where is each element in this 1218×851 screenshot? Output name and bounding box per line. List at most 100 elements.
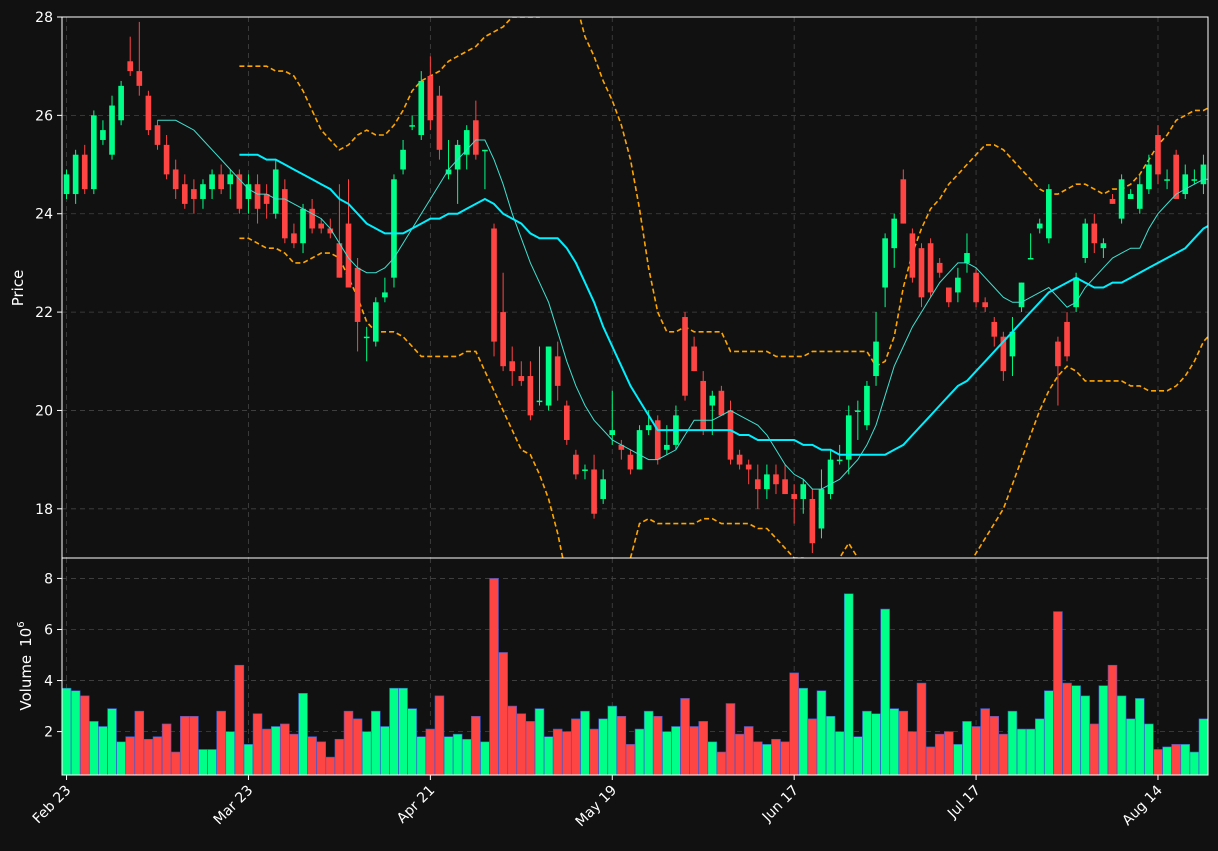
volume-bar — [1053, 611, 1063, 775]
candle-body — [754, 479, 761, 490]
bollinger-lower-line — [239, 237, 1208, 558]
candle-body — [200, 184, 206, 199]
candle — [882, 233, 888, 308]
volume-bar — [980, 708, 990, 775]
candle-body — [163, 144, 170, 175]
candle — [718, 385, 725, 416]
candle — [927, 238, 934, 298]
volume-bar — [989, 715, 1000, 775]
volume-axis-label-group: Volume 106 — [16, 621, 35, 710]
candle-body — [827, 459, 834, 495]
candle — [955, 267, 961, 303]
volume-bar — [489, 578, 499, 775]
candle — [454, 139, 461, 204]
volume-bar — [471, 715, 481, 775]
candle — [1200, 154, 1207, 195]
candle-body — [982, 302, 988, 308]
volume-bar — [944, 731, 954, 775]
volume-bar — [707, 741, 718, 775]
candle-body — [172, 169, 179, 190]
volume-bar — [161, 723, 172, 775]
candle-body — [409, 125, 415, 127]
candle — [91, 110, 97, 195]
volume-bar — [352, 718, 363, 775]
volume-bar — [734, 733, 745, 775]
candle-body — [263, 194, 270, 204]
volume-bar — [843, 593, 854, 775]
volume-bar — [1180, 744, 1191, 775]
candle — [427, 56, 434, 131]
price-tick-label: 18 — [35, 502, 53, 518]
candle — [818, 469, 825, 539]
candle-body — [100, 130, 106, 140]
candle-body — [463, 130, 470, 155]
candle-body — [427, 76, 434, 121]
volume-bar — [889, 708, 899, 775]
candle — [254, 174, 261, 224]
volume-bar — [1062, 682, 1072, 775]
candle-body — [1164, 179, 1170, 181]
candle-body — [1000, 336, 1007, 372]
candle-body — [654, 420, 661, 460]
volume-bar — [152, 736, 163, 775]
candle — [636, 425, 643, 470]
candle — [782, 464, 788, 495]
price-tick-label: 26 — [35, 108, 53, 124]
candle — [163, 135, 170, 180]
candle — [600, 469, 606, 504]
candle-body — [573, 454, 579, 475]
candle-body — [718, 390, 725, 416]
volume-bar — [607, 705, 618, 775]
price-plot-area — [62, 17, 1208, 558]
volume-bar — [662, 731, 672, 775]
candle — [154, 120, 161, 150]
candle-body — [72, 154, 79, 195]
candle-body — [973, 272, 979, 303]
candle-body — [1082, 223, 1089, 258]
volume-bar — [89, 721, 99, 775]
volume-bar — [389, 687, 399, 775]
volume-bar — [1044, 690, 1054, 775]
volume-bar — [598, 718, 608, 775]
candle-body — [1200, 164, 1207, 185]
candle-body — [900, 179, 907, 224]
candle-body — [818, 489, 825, 529]
candle-body — [118, 85, 124, 121]
volume-tick-label: 4 — [44, 674, 53, 690]
candle — [609, 390, 616, 445]
candle-body — [1146, 164, 1152, 190]
candle-body — [518, 376, 525, 381]
volume-bar — [953, 744, 963, 775]
candle — [191, 179, 197, 214]
candle-body — [1055, 341, 1061, 367]
candle — [109, 95, 115, 160]
candle-body — [363, 336, 370, 339]
candle-body — [545, 346, 552, 406]
volume-bar — [371, 710, 381, 775]
candle — [1000, 331, 1007, 381]
candle-body — [845, 415, 852, 460]
candle — [118, 80, 124, 126]
candle — [1027, 233, 1034, 260]
candle-body — [891, 218, 898, 249]
candle-body — [436, 95, 443, 150]
volume-bar — [689, 726, 699, 775]
candle-body — [500, 312, 506, 367]
candle-body — [282, 189, 288, 239]
candle-body — [491, 228, 497, 342]
volume-bar — [1116, 695, 1127, 775]
sma-short-line — [157, 119, 1208, 490]
candle-body — [1191, 179, 1198, 181]
volume-bar — [252, 713, 263, 775]
candle-body — [254, 184, 261, 209]
volume-bar — [325, 756, 336, 775]
volume-bar — [1080, 695, 1090, 775]
candle-body — [136, 71, 143, 86]
candle — [700, 371, 707, 436]
candle — [545, 346, 552, 411]
candle-body — [1173, 154, 1179, 199]
volume-bar — [461, 738, 472, 775]
candle — [945, 287, 952, 308]
candle-body — [627, 454, 634, 470]
candle — [864, 380, 870, 431]
